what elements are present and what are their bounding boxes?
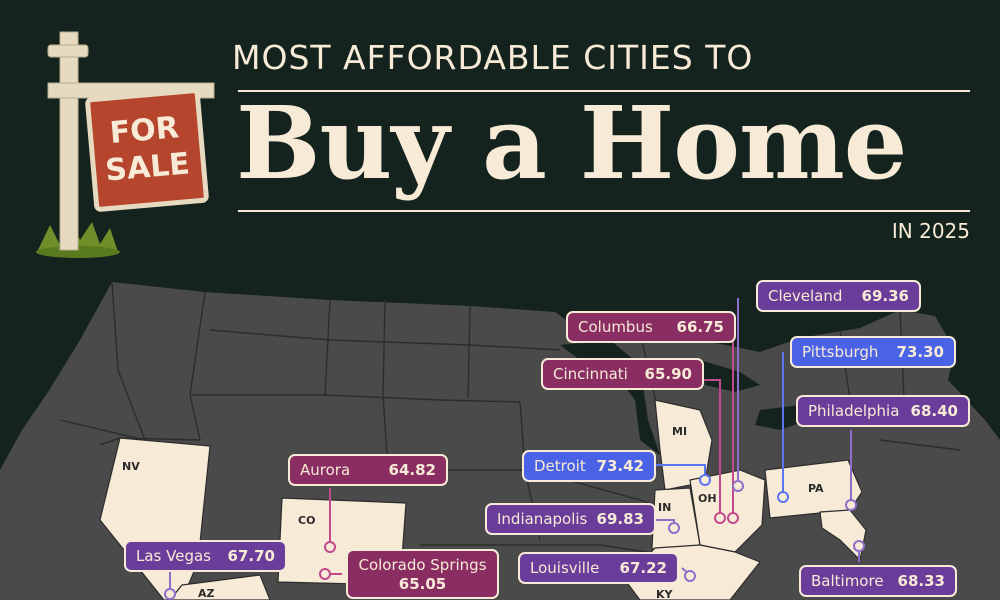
city-pill-pittsburgh: Pittsburgh 73.30 bbox=[790, 336, 956, 368]
city-name: Indianapolis bbox=[497, 510, 588, 528]
sign-line-sale: SALE bbox=[104, 146, 191, 188]
city-score: 69.83 bbox=[596, 510, 644, 528]
city-pill-baltimore: Baltimore 68.33 bbox=[799, 565, 957, 597]
city-pill-las-vegas: Las Vegas 67.70 bbox=[124, 540, 287, 572]
state-label-in: IN bbox=[658, 501, 672, 514]
city-pill-columbus: Columbus 66.75 bbox=[566, 311, 736, 343]
city-score: 67.22 bbox=[619, 559, 667, 577]
city-dots bbox=[164, 474, 865, 600]
city-score: 65.05 bbox=[398, 574, 447, 593]
city-score: 64.82 bbox=[388, 461, 436, 479]
city-name: Colorado Springs bbox=[358, 555, 487, 574]
city-pill-cleveland: Cleveland 69.36 bbox=[756, 280, 921, 312]
city-name: Cleveland bbox=[768, 287, 843, 305]
title-main: Buy a Home bbox=[236, 84, 907, 202]
city-pill-louisville: Louisville 67.22 bbox=[518, 552, 679, 584]
title-rule-top bbox=[238, 90, 970, 92]
city-pill-indianapolis: Indianapolis 69.83 bbox=[485, 503, 656, 535]
state-label-az: AZ bbox=[198, 587, 215, 600]
city-score: 65.90 bbox=[644, 365, 692, 383]
title-year: IN 2025 bbox=[891, 219, 970, 243]
city-name: Cincinnati bbox=[553, 365, 628, 383]
city-score: 66.75 bbox=[676, 318, 724, 336]
state-label-oh: OH bbox=[698, 492, 717, 505]
city-score: 73.42 bbox=[596, 457, 644, 475]
city-score: 69.36 bbox=[861, 287, 909, 305]
city-pill-aurora: Aurora 64.82 bbox=[288, 454, 448, 486]
title-rule-bottom bbox=[238, 210, 970, 212]
for-sale-sign-illustration bbox=[36, 31, 215, 258]
city-name: Las Vegas bbox=[136, 547, 211, 565]
state-label-ky: KY bbox=[656, 588, 673, 600]
city-score: 67.70 bbox=[227, 547, 275, 565]
state-label-co: CO bbox=[298, 514, 316, 527]
city-pill-cincinnati: Cincinnati 65.90 bbox=[541, 358, 704, 390]
city-pill-colorado-springs: Colorado Springs 65.05 bbox=[346, 549, 499, 599]
state-pa bbox=[764, 459, 863, 519]
state-label-mi: MI bbox=[672, 425, 688, 438]
city-name: Baltimore bbox=[811, 572, 884, 590]
city-name: Detroit bbox=[534, 457, 586, 475]
title-kicker: MOST AFFORDABLE CITIES TO bbox=[232, 38, 754, 77]
state-label-nv: NV bbox=[122, 460, 140, 473]
city-pill-detroit: Detroit 73.42 bbox=[522, 450, 656, 482]
city-pill-philadelphia: Philadelphia 68.40 bbox=[796, 395, 970, 427]
city-score: 68.33 bbox=[897, 572, 945, 590]
city-score: 73.30 bbox=[896, 343, 944, 361]
city-score: 68.40 bbox=[910, 402, 958, 420]
city-name: Aurora bbox=[300, 461, 351, 479]
leader-lines bbox=[169, 298, 860, 592]
city-name: Pittsburgh bbox=[802, 343, 879, 361]
city-name: Columbus bbox=[578, 318, 653, 336]
city-name: Philadelphia bbox=[808, 402, 900, 420]
state-label-pa: PA bbox=[808, 482, 824, 495]
sign-line-for: FOR bbox=[108, 110, 180, 151]
city-name: Louisville bbox=[530, 559, 600, 577]
